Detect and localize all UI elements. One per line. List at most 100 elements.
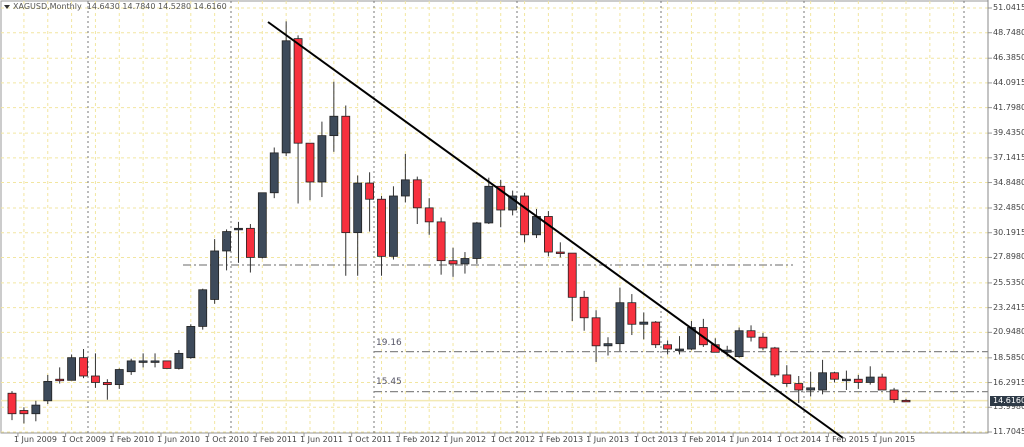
y-tick-label: 27.8980 <box>993 252 1024 262</box>
candle-body[interactable] <box>782 374 792 384</box>
candle-body[interactable] <box>7 392 17 415</box>
candle-body[interactable] <box>567 252 577 298</box>
candle-body[interactable] <box>341 115 351 234</box>
candle-body[interactable] <box>627 302 637 325</box>
y-tick-label: 39.4350 <box>993 128 1024 138</box>
candle-body[interactable] <box>186 326 196 359</box>
ohlc-values: 14.6430 14.7840 14.5280 14.6160 <box>86 2 227 11</box>
candle-body[interactable] <box>794 383 804 391</box>
x-tick-label: 1 Oct 2009 <box>61 435 106 444</box>
candle-body[interactable] <box>639 321 649 325</box>
x-tick-label: 1 Jun 2011 <box>300 435 344 444</box>
x-tick-label: 1 Oct 2011 <box>347 435 393 444</box>
level-label-19-16: 19.16 <box>376 338 402 348</box>
y-tick-label: 41.7980 <box>993 102 1024 112</box>
candle-body[interactable] <box>269 152 279 194</box>
candle-body[interactable] <box>79 357 88 377</box>
candle-body[interactable] <box>436 221 446 262</box>
x-tick-label: 1 Oct 2010 <box>204 435 249 444</box>
candle-body[interactable] <box>245 227 255 258</box>
y-tick-label: 51.0415 <box>993 3 1024 12</box>
candle-body[interactable] <box>889 389 899 401</box>
candle-body[interactable] <box>317 135 327 183</box>
candle-body[interactable] <box>555 251 565 254</box>
candle-body[interactable] <box>102 382 112 386</box>
candle-body[interactable] <box>544 216 553 253</box>
candle-body[interactable] <box>126 360 136 373</box>
candle-body[interactable] <box>305 142 315 183</box>
candle-body[interactable] <box>281 40 291 154</box>
dropdown-triangle-icon[interactable] <box>4 4 10 9</box>
candle-body[interactable] <box>520 195 529 236</box>
candle-body[interactable] <box>591 317 601 347</box>
candle-body[interactable] <box>901 399 911 403</box>
candle-body[interactable] <box>389 195 398 257</box>
candle-body[interactable] <box>114 369 124 386</box>
candle-body[interactable] <box>293 38 303 144</box>
candle-body[interactable] <box>663 344 672 350</box>
x-tick-label: 1 Jun 2015 <box>872 435 916 444</box>
candle-body[interactable] <box>353 182 363 234</box>
candle-body[interactable] <box>877 376 887 391</box>
x-tick-label: 1 Oct 2012 <box>490 435 536 444</box>
candle-body[interactable] <box>603 343 613 347</box>
symbol-label: XAGUSD,Monthly <box>13 2 82 11</box>
candle-body[interactable] <box>19 410 29 415</box>
candle-body[interactable] <box>234 227 243 231</box>
candle-body[interactable] <box>377 198 386 257</box>
candle-body[interactable] <box>651 321 661 346</box>
x-tick-label: 1 Jun 2010 <box>156 435 200 444</box>
candle-body[interactable] <box>472 222 482 259</box>
candle-body[interactable] <box>43 380 53 402</box>
candle-body[interactable] <box>424 207 434 223</box>
current-price-tag: 14.6160 <box>990 396 1024 406</box>
chart-header: XAGUSD,Monthly 14.6430 14.7840 14.5280 1… <box>4 2 227 11</box>
x-tick-label: 1 Feb 2013 <box>538 435 584 444</box>
candle-body[interactable] <box>412 179 422 209</box>
candle-body[interactable] <box>138 360 148 363</box>
trendline[interactable] <box>267 21 844 439</box>
candle-body[interactable] <box>830 372 839 380</box>
y-tick-label: 20.9480 <box>993 327 1024 337</box>
candle-body[interactable] <box>150 360 160 363</box>
candle-body[interactable] <box>400 179 410 197</box>
candle-body[interactable] <box>746 330 756 338</box>
candle-body[interactable] <box>222 231 231 252</box>
candle-body[interactable] <box>31 404 41 415</box>
y-tick-label: 25.5350 <box>993 277 1024 287</box>
candle-body[interactable] <box>55 378 65 382</box>
x-tick-label: 1 Feb 2011 <box>252 435 298 444</box>
candle-body[interactable] <box>448 260 458 265</box>
candle-body[interactable] <box>496 185 506 211</box>
candle-body[interactable] <box>579 296 589 319</box>
candle-body[interactable] <box>257 192 267 258</box>
candle-body[interactable] <box>734 330 744 357</box>
candle-body[interactable] <box>460 258 470 265</box>
y-tick-label: 18.5850 <box>993 352 1024 362</box>
candle-body[interactable] <box>198 289 208 327</box>
candle-body[interactable] <box>484 185 494 224</box>
candle-body[interactable] <box>67 357 76 381</box>
candle-body[interactable] <box>210 250 220 300</box>
candle-body[interactable] <box>329 115 339 137</box>
level-label-15-45: 15.45 <box>376 377 402 387</box>
candle-body[interactable] <box>174 352 184 369</box>
candle-body[interactable] <box>853 378 863 383</box>
candle-body[interactable] <box>365 182 375 200</box>
x-tick-label: 1 Jun 2014 <box>729 435 773 444</box>
x-tick-label: 1 Feb 2010 <box>109 435 154 444</box>
candle-body[interactable] <box>675 348 684 351</box>
candle-body[interactable] <box>758 336 768 349</box>
candle-body[interactable] <box>842 378 851 382</box>
candle-body[interactable] <box>865 376 875 383</box>
candle-body[interactable] <box>615 302 625 345</box>
x-tick-label: 1 Feb 2015 <box>824 435 870 444</box>
candle-body[interactable] <box>162 360 172 369</box>
candle-body[interactable] <box>770 347 780 376</box>
candle-body[interactable] <box>818 372 827 391</box>
candle-body[interactable] <box>91 375 100 383</box>
y-tick-label: 16.2915 <box>993 377 1024 387</box>
candle-body[interactable] <box>806 387 816 391</box>
